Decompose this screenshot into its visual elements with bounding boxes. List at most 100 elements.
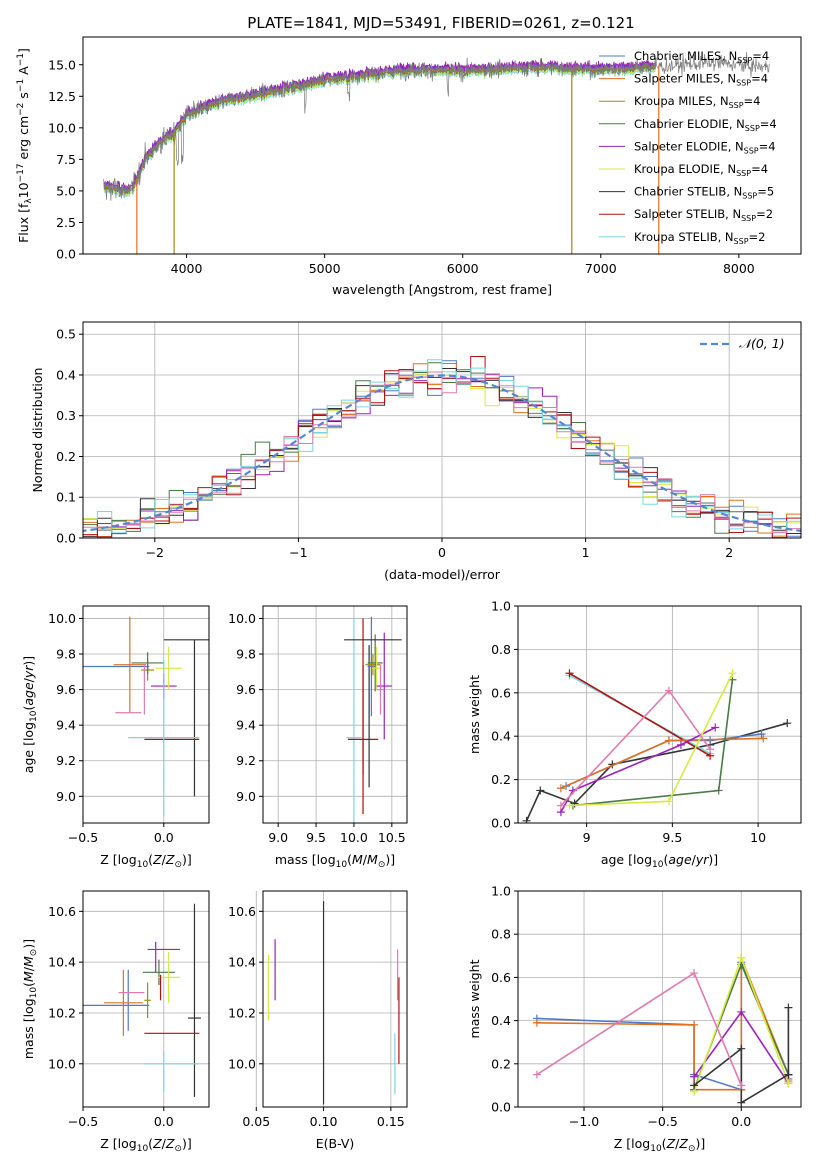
histogram-step xyxy=(83,370,801,535)
y-tick-label: 0.5 xyxy=(56,327,76,342)
mass-weight-vs-metallicity-panel: −1.0 −0.5 0.0 0.0 0.2 0.4 0.6 0.8 1.0 Z [log10(Z/… xyxy=(467,884,802,1154)
y-axis-label: mass weight xyxy=(467,675,482,754)
y-tick-label: 10.0 xyxy=(228,611,256,626)
y-tick-label: 10.4 xyxy=(48,955,76,970)
y-tick-label: 1.0 xyxy=(491,599,511,614)
x-tick-label: 9.5 xyxy=(662,830,682,845)
model-spectrum-line xyxy=(103,65,656,198)
x-tick-label: 7000 xyxy=(585,261,617,276)
y-tick-label: 9.2 xyxy=(236,753,256,768)
axes-frame xyxy=(82,605,210,824)
x-axis-label: age [log10(age/yr)] xyxy=(601,852,718,870)
x-tick-label: 0.0 xyxy=(154,830,174,845)
model-spectrum-line xyxy=(103,63,656,197)
y-tick-label: 9.0 xyxy=(56,789,76,804)
y-axis-label: mass [log10(M/M⊙)] xyxy=(21,939,39,1059)
spectrum-panel: 4000 5000 6000 7000 8000 0.0 2.5 5.0 7.5 10.0 12.5… xyxy=(16,36,802,297)
error-bars xyxy=(83,616,209,816)
x-tick-label: 10.5 xyxy=(378,830,406,845)
y-axis-label: mass weight xyxy=(467,959,482,1038)
series-line xyxy=(525,722,788,822)
model-spectrum-line xyxy=(103,60,656,194)
data-point-marker xyxy=(728,669,737,678)
data-point-marker xyxy=(706,736,715,745)
x-axis-label: Z [log10(Z/Z⊙)] xyxy=(100,852,192,870)
data-point-marker xyxy=(737,1007,746,1016)
series-line xyxy=(560,726,716,813)
y-tick-label: 0.0 xyxy=(56,247,76,262)
x-tick-label: 2 xyxy=(725,545,733,560)
y-tick-label: 9.6 xyxy=(56,682,76,697)
data-point-marker xyxy=(784,1079,793,1088)
y-tick-label: 7.5 xyxy=(56,152,76,167)
mass-weight-lines xyxy=(532,953,793,1107)
x-tick-label: −2 xyxy=(146,545,164,560)
x-tick-label: 4000 xyxy=(171,261,203,276)
x-tick-label: 10.0 xyxy=(340,830,368,845)
model-spectrum-line xyxy=(103,62,656,195)
y-axis-label: Flux [fλ10−17 erg cm−2 s−1 A−1] xyxy=(16,48,34,243)
axes-frame xyxy=(262,605,408,824)
legend-label: Kroupa MILES, NSSP=4 xyxy=(634,94,760,110)
y-tick-label: 0.4 xyxy=(491,729,511,744)
data-point-marker xyxy=(759,734,768,743)
x-tick-label: 0.0 xyxy=(154,1114,174,1129)
age-vs-metallicity-panel: −0.5 0.0 9.0 9.2 9.4 9.6 9.8 10.0 Z [log10(Z/Z⊙)… xyxy=(21,605,210,870)
legend-label: Chabrier ELODIE, NSSP=4 xyxy=(634,117,777,133)
y-tick-label: 10.2 xyxy=(48,1005,76,1020)
x-tick-label: 9.0 xyxy=(268,830,288,845)
y-tick-label: 10.6 xyxy=(228,904,256,919)
data-point-marker xyxy=(737,1098,746,1107)
y-tick-label: 10.6 xyxy=(48,904,76,919)
axes-frame xyxy=(517,890,802,1108)
data-point-marker xyxy=(565,801,574,810)
x-tick-label: 8000 xyxy=(723,261,755,276)
legend-label: 𝒩(0, 1) xyxy=(739,336,785,351)
legend-label: Kroupa STELIB, NSSP=2 xyxy=(634,230,765,246)
data-point-marker xyxy=(556,801,565,810)
data-point-marker xyxy=(690,969,699,978)
y-tick-label: 9.8 xyxy=(236,647,256,662)
y-tick-label: 10.2 xyxy=(228,1005,256,1020)
y-tick-label: 0.8 xyxy=(491,642,511,657)
y-tick-label: 0.0 xyxy=(56,531,76,546)
series-line xyxy=(536,971,743,1086)
y-tick-label: 0.1 xyxy=(56,490,76,505)
y-tick-label: 0.8 xyxy=(491,927,511,942)
y-axis-label: Normed distribution xyxy=(30,368,45,493)
data-point-marker xyxy=(556,784,565,793)
series-line xyxy=(569,672,711,757)
mass-weight-lines xyxy=(522,669,792,823)
histograms xyxy=(83,356,801,538)
mass-weight-vs-age-panel: 9 9.5 10 0.0 0.2 0.4 0.6 0.8 1.0 age [log10(age/y… xyxy=(467,599,802,870)
x-axis-label: wavelength [Angstrom, rest frame] xyxy=(332,282,552,297)
y-axis-label: age [log10(age/yr)] xyxy=(21,656,39,773)
y-tick-label: 10.0 xyxy=(228,1056,256,1071)
figure-title: PLATE=1841, MJD=53491, FIBERID=0261, z=0… xyxy=(247,14,634,32)
data-point-marker xyxy=(522,816,531,823)
y-tick-label: 1.0 xyxy=(491,884,511,899)
y-tick-label: 0.4 xyxy=(56,367,76,382)
data-point-marker xyxy=(706,745,715,754)
data-point-marker xyxy=(714,786,723,795)
x-tick-label: 0 xyxy=(438,545,446,560)
mass-vs-extinction-panel: 0.05 0.10 0.15 10.0 10.2 10.4 10.6 E(B-V) xyxy=(228,890,408,1151)
series-line xyxy=(565,733,762,787)
x-tick-label: 9 xyxy=(583,830,591,845)
data-point-marker xyxy=(737,953,746,962)
y-tick-label: 0.6 xyxy=(491,685,511,700)
residual-histogram-panel: −2 −1 0 1 2 0.0 0.1 0.2 0.3 0.4 0.5 (data-model)/er… xyxy=(30,321,802,582)
legend-label: Chabrier STELIB, NSSP=5 xyxy=(634,185,774,201)
data-point-marker xyxy=(711,723,720,732)
data-point-marker xyxy=(664,736,673,745)
x-axis-label: mass [log10(M/M⊙)] xyxy=(275,852,395,870)
data-point-marker xyxy=(737,1081,746,1090)
y-tick-label: 10.0 xyxy=(48,120,76,135)
x-tick-label: −0.5 xyxy=(68,1114,98,1129)
y-tick-label: 0.0 xyxy=(491,1100,511,1115)
y-tick-label: 15.0 xyxy=(48,57,76,72)
y-tick-label: 0.6 xyxy=(491,970,511,985)
series-line xyxy=(560,689,711,807)
y-tick-label: 9.8 xyxy=(56,647,76,662)
